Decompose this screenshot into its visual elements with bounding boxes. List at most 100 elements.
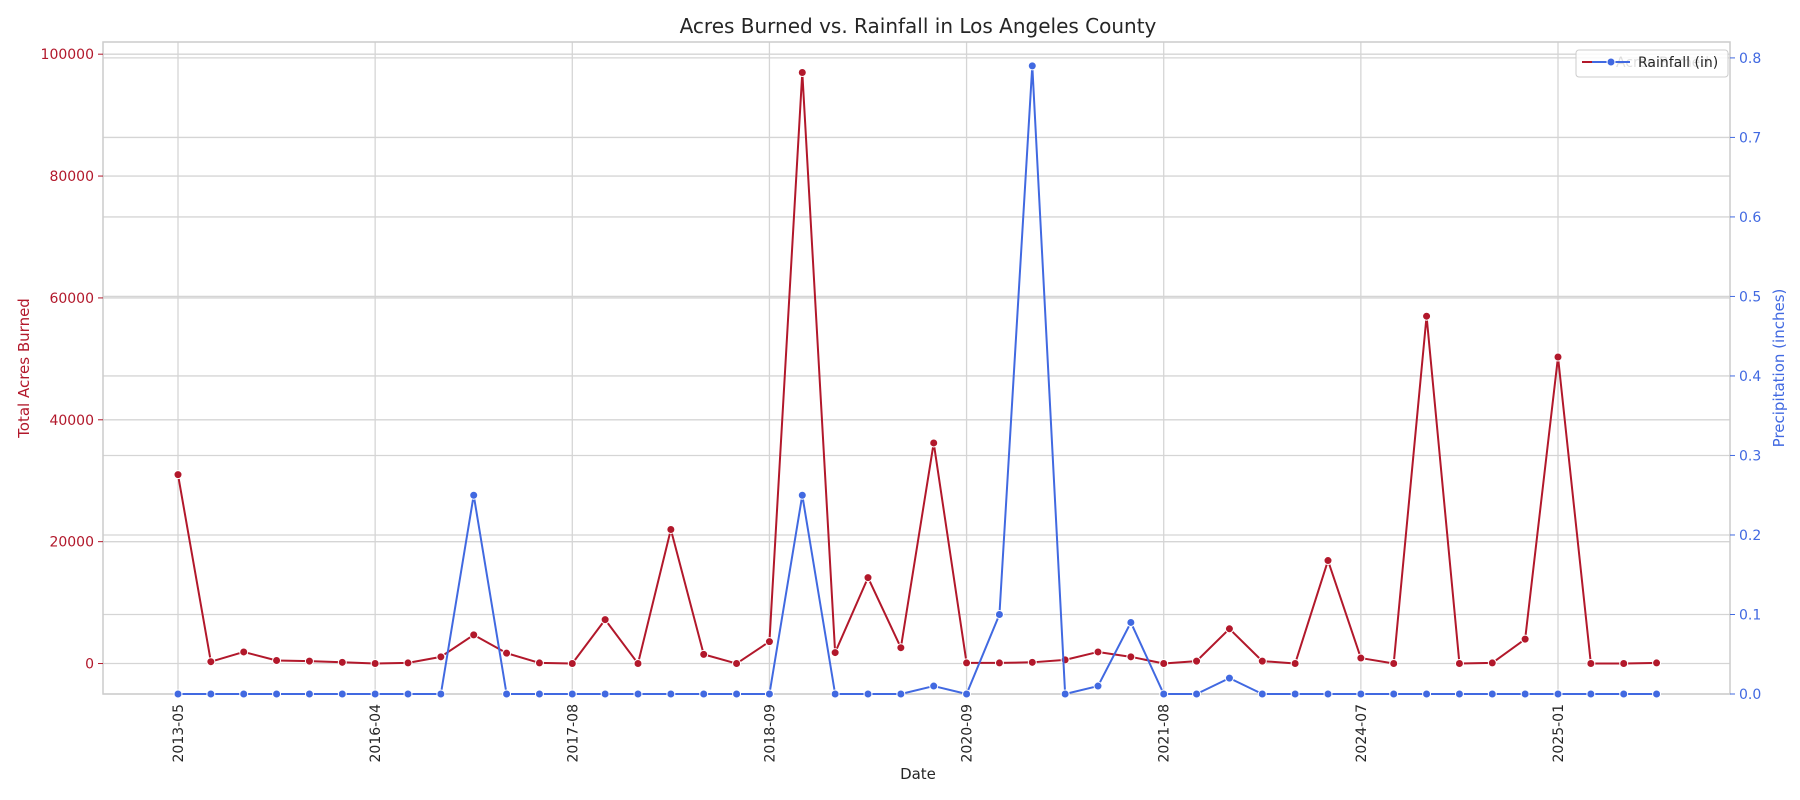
point-acres-burned-37 [1389,659,1399,669]
point-rainfall-28 [1093,681,1103,691]
point-acres-burned-2 [239,647,249,657]
x-tick-label-5: 2021-08 [1157,704,1173,763]
point-rainfall-36 [1356,689,1366,699]
series-line-acres-burned [177,71,1657,665]
point-rainfall-18 [764,689,774,699]
point-acres-burned-26 [1027,657,1037,667]
y-left-tick-label-2: 40000 [49,413,94,429]
point-rainfall-44 [1619,689,1629,699]
point-rainfall-22 [896,689,906,699]
point-rainfall-16 [699,689,709,699]
point-rainfall-3 [272,689,282,699]
x-tick-label-7: 2025-01 [1551,704,1567,763]
point-acres-burned-24 [962,658,972,668]
point-acres-burned-18 [764,637,774,647]
legend-rainfall-marker [1606,57,1616,67]
y-right-tick-label-2: 0.2 [1739,528,1761,544]
point-acres-burned-10 [502,648,512,658]
point-acres-burned-0 [173,470,183,480]
point-rainfall-31 [1192,689,1202,699]
point-acres-burned-11 [534,658,544,668]
point-rainfall-10 [502,689,512,699]
point-acres-burned-40 [1487,658,1497,668]
point-acres-burned-44 [1619,659,1629,669]
legend-box [1575,49,1729,78]
y-axis-left-label: Total Acres Burned [15,298,33,439]
point-rainfall-33 [1257,689,1267,699]
x-tick-label-4: 2020-09 [960,704,976,763]
point-rainfall-4 [304,689,314,699]
y-left-tick-label-3: 60000 [49,291,94,307]
point-rainfall-38 [1422,689,1432,699]
x-axis-label: Date [900,765,936,783]
point-acres-burned-8 [436,652,446,662]
point-rainfall-13 [600,689,610,699]
point-acres-burned-34 [1290,659,1300,669]
point-rainfall-0 [173,689,183,699]
point-acres-burned-31 [1192,656,1202,666]
point-acres-burned-14 [633,659,643,669]
point-rainfall-21 [863,689,873,699]
x-tick-label-1: 2016-04 [368,704,384,763]
point-rainfall-8 [436,689,446,699]
point-rainfall-6 [370,689,380,699]
point-acres-burned-22 [896,643,906,653]
x-tick-label-0: 2013-05 [171,704,187,763]
point-acres-burned-32 [1224,624,1234,634]
point-rainfall-27 [1060,689,1070,699]
plot-frame [102,41,1731,695]
legend-rainfall-label: Rainfall (in) [1638,55,1718,71]
series-line-rainfall [178,64,1657,695]
y-axis-left-ticks: 0 20000 40000 60000 80000 100000 [41,47,103,673]
point-rainfall-19 [797,490,807,500]
point-rainfall-1 [206,689,216,699]
point-acres-burned-16 [699,649,709,659]
point-acres-burned-7 [403,658,413,668]
point-rainfall-9 [469,490,479,500]
point-rainfall-40 [1487,689,1497,699]
point-acres-burned-39 [1454,659,1464,669]
y-left-tick-label-0: 0 [85,657,94,673]
y-axis-right-label: Precipitation (inches) [1770,289,1788,448]
y-left-tick-label-4: 80000 [49,169,94,185]
y-right-tick-label-0: 0.0 [1739,687,1761,703]
point-acres-burned-33 [1257,656,1267,666]
point-rainfall-20 [830,689,840,699]
point-acres-burned-23 [929,438,939,448]
point-rainfall-15 [666,689,676,699]
point-rainfall-26 [1027,61,1037,71]
y-left-tick-label-5: 100000 [41,47,94,63]
chart-title: Acres Burned vs. Rainfall in Los Angeles… [680,14,1157,38]
point-rainfall-45 [1652,689,1662,699]
y-right-tick-label-4: 0.4 [1739,369,1761,385]
point-rainfall-14 [633,689,643,699]
x-axis-ticks: 2013-05 2016-04 2017-08 2018-09 2020-09 2021-… [171,704,1567,763]
point-rainfall-29 [1126,617,1136,627]
point-acres-burned-41 [1520,634,1530,644]
point-rainfall-11 [534,689,544,699]
point-acres-burned-30 [1159,659,1169,669]
point-acres-burned-45 [1652,658,1662,668]
point-rainfall-17 [732,689,742,699]
point-rainfall-25 [994,609,1004,619]
point-rainfall-35 [1323,689,1333,699]
point-rainfall-43 [1586,689,1596,699]
point-acres-burned-3 [272,655,282,665]
point-acres-burned-21 [863,573,873,583]
series-layer [173,61,1662,699]
point-rainfall-42 [1553,689,1563,699]
point-acres-burned-43 [1586,659,1596,669]
point-rainfall-37 [1389,689,1399,699]
point-acres-burned-19 [797,67,807,77]
legend[interactable]: Acres Burned Rainfall (in) [1575,49,1729,78]
point-acres-burned-4 [304,656,314,666]
point-acres-burned-20 [830,648,840,658]
point-acres-burned-38 [1422,311,1432,321]
point-rainfall-12 [567,689,577,699]
point-rainfall-23 [929,681,939,691]
point-acres-burned-1 [206,657,216,667]
point-acres-burned-15 [666,524,676,534]
point-acres-burned-28 [1093,647,1103,657]
